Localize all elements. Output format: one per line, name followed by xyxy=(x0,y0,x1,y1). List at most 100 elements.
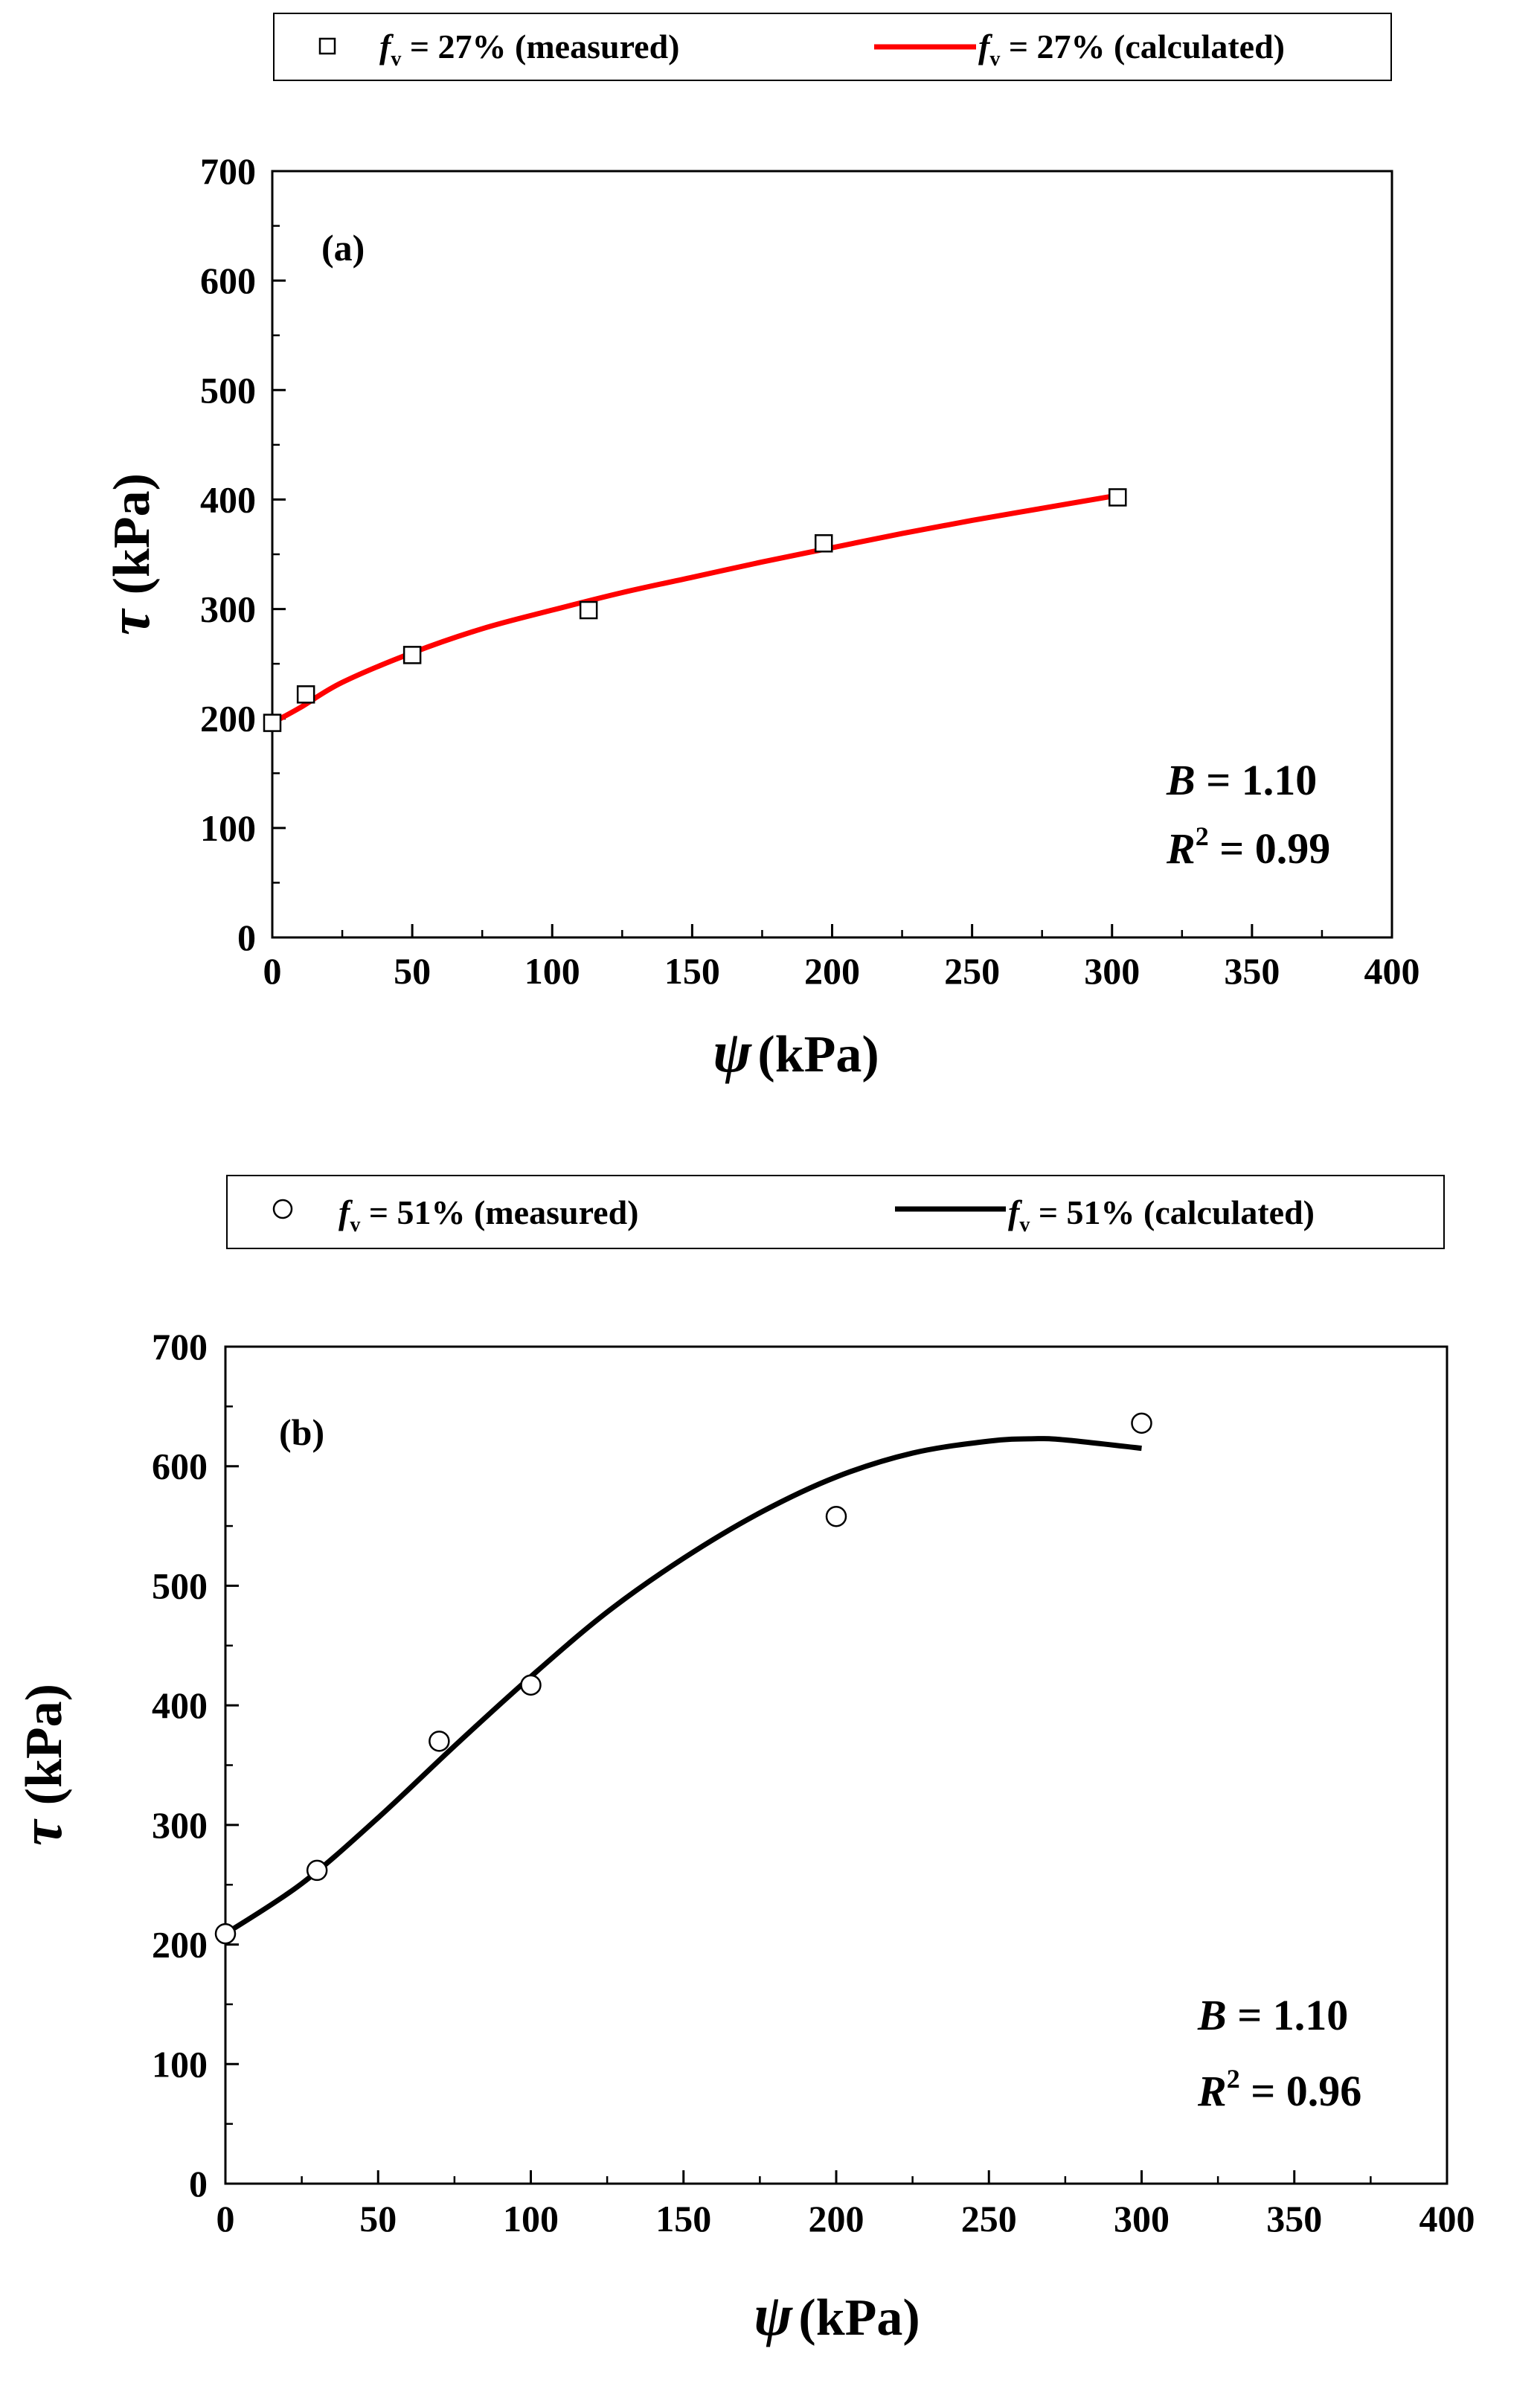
measured-point-b xyxy=(429,1731,450,1752)
x-tick-label-b: 250 xyxy=(961,2198,1017,2239)
legend-b-calculated: fv = 51% (calculated) xyxy=(1008,1193,1315,1237)
panel-b: fv = 51% (measured) fv = 51% (calculated… xyxy=(9,1175,1475,2347)
x-tick-label-a: 100 xyxy=(524,950,580,992)
x-tick-label-b: 400 xyxy=(1419,2198,1475,2239)
y-tick-label-a: 600 xyxy=(200,260,256,301)
y-tick-label-b: 100 xyxy=(152,2043,208,2085)
x-tick-label-a: 200 xyxy=(804,950,860,992)
y-tick-label-a: 0 xyxy=(237,917,256,958)
stat-b-b-label: B xyxy=(1197,1991,1227,2039)
x-tick-label-a: 250 xyxy=(944,950,1000,992)
legend-a-marker-square xyxy=(318,37,336,55)
panel-a: fv = 27% (measured) fv = 27% (calculated… xyxy=(97,13,1420,1084)
stat-r2-a-value: = 0.99 xyxy=(1209,824,1331,873)
x-tick-label-a: 0 xyxy=(263,950,282,992)
x-tick-label-b: 50 xyxy=(359,2198,397,2239)
x-tick-label-a: 150 xyxy=(664,950,720,992)
legend-b-box xyxy=(226,1175,1445,1249)
x-axis-symbol-a: ψ xyxy=(713,1019,752,1084)
legend-b-measured: fv = 51% (measured) xyxy=(339,1193,638,1237)
legend-b-measured-sub: v xyxy=(350,1213,360,1237)
x-tick-label-a: 50 xyxy=(394,950,431,992)
legend-a-measured-sub: v xyxy=(391,48,401,71)
stat-r2-b-sup: 2 xyxy=(1227,2064,1240,2094)
x-axis-label-b: ψ (kPa) xyxy=(754,2283,920,2347)
stat-b-b-value: = 1.10 xyxy=(1227,1991,1349,2039)
plot-frame-b xyxy=(224,1345,1448,2185)
plot-frame-a xyxy=(271,170,1393,939)
measured-point-a xyxy=(402,646,422,664)
x-axis-unit-a: (kPa) xyxy=(757,1026,879,1083)
stat-b-a-label: B xyxy=(1166,756,1196,804)
legend-a-calculated-sub: v xyxy=(989,48,1000,71)
legend-a-calculated-f: f xyxy=(978,28,993,65)
x-tick-label-b: 150 xyxy=(655,2198,711,2239)
panel-label-b: (b) xyxy=(279,1411,324,1453)
x-axis-symbol-b: ψ xyxy=(754,2283,793,2347)
x-tick-label-b: 0 xyxy=(216,2198,235,2239)
x-tick-label-a: 350 xyxy=(1224,950,1280,992)
legend-b-marker-circle xyxy=(272,1199,293,1219)
x-tick-label-b: 300 xyxy=(1114,2198,1170,2239)
y-axis-label-a: τ (kPa) xyxy=(97,473,161,635)
x-tick-label-b: 200 xyxy=(809,2198,864,2239)
y-axis-symbol-a: τ xyxy=(97,608,161,635)
measured-point-a xyxy=(1109,488,1127,507)
y-tick-label-a: 500 xyxy=(200,369,256,411)
legend-b: fv = 51% (measured) fv = 51% (calculated… xyxy=(226,1175,1445,1249)
y-tick-label-b: 400 xyxy=(152,1684,208,1726)
y-tick-label-b: 500 xyxy=(152,1565,208,1606)
measured-point-a xyxy=(296,685,315,704)
measured-point-b xyxy=(1131,1412,1152,1434)
legend-a-box xyxy=(273,13,1392,81)
measured-point-a xyxy=(579,600,598,620)
calculated-curve-a xyxy=(271,493,1113,725)
y-tick-label-b: 0 xyxy=(189,2163,208,2204)
y-tick-label-a: 300 xyxy=(200,589,256,630)
y-axis-label-b: τ (kPa) xyxy=(9,1684,74,1846)
x-tick-label-a: 300 xyxy=(1084,950,1140,992)
x-tick-label-b: 100 xyxy=(503,2198,559,2239)
legend-a-measured-f: f xyxy=(379,28,394,65)
measured-point-b xyxy=(825,1505,847,1527)
series-b xyxy=(214,1412,1152,1945)
y-tick-label-b: 300 xyxy=(152,1804,208,1846)
stat-r2-b-value: = 0.96 xyxy=(1240,2067,1362,2115)
x-axis-unit-b: (kPa) xyxy=(798,2289,920,2347)
x-tick-label-a: 400 xyxy=(1364,950,1420,992)
series-a xyxy=(263,488,1127,732)
measured-point-a xyxy=(814,534,833,553)
stat-r2-a-sup: 2 xyxy=(1196,821,1209,851)
legend-a-measured: fv = 27% (measured) xyxy=(379,28,679,71)
ticks-b: 0 50 100 150 200 250 300 350 400 0 100 200 300 400 500… xyxy=(152,1326,1475,2239)
y-axis-symbol-b: τ xyxy=(9,1818,74,1846)
stat-r2-b-label: R xyxy=(1197,2067,1227,2115)
y-tick-label-a: 100 xyxy=(200,807,256,849)
measured-point-b xyxy=(214,1923,237,1945)
legend-a-calculated-text: = 27% (calculated) xyxy=(1000,28,1285,65)
y-tick-label-b: 700 xyxy=(152,1326,208,1367)
y-tick-label-a: 700 xyxy=(200,150,256,192)
y-axis-unit-b: (kPa) xyxy=(16,1684,73,1805)
legend-b-calculated-f: f xyxy=(1008,1193,1023,1231)
y-tick-label-b: 200 xyxy=(152,1924,208,1966)
measured-point-a xyxy=(263,714,282,732)
x-tick-label-b: 350 xyxy=(1266,2198,1322,2239)
panel-label-a: (a) xyxy=(321,227,365,269)
y-tick-label-a: 200 xyxy=(200,698,256,740)
ticks-a: 0 50 100 150 200 250 300 350 400 0 100 200 300 400 500… xyxy=(200,150,1420,992)
legend-b-measured-text: = 51% (measured) xyxy=(360,1193,638,1231)
calculated-curve-b xyxy=(224,1436,1142,1937)
legend-b-calculated-text: = 51% (calculated) xyxy=(1030,1193,1315,1231)
legend-a-measured-text: = 27% (measured) xyxy=(401,28,679,65)
stat-b-a: B = 1.10 xyxy=(1166,756,1317,804)
y-axis-unit-a: (kPa) xyxy=(103,473,161,594)
y-tick-label-a: 400 xyxy=(200,478,256,520)
y-tick-label-b: 600 xyxy=(152,1446,208,1487)
legend-a-calculated: fv = 27% (calculated) xyxy=(978,28,1285,71)
legend-b-measured-f: f xyxy=(339,1193,353,1231)
legend-b-calculated-sub: v xyxy=(1019,1213,1030,1237)
measured-point-b xyxy=(306,1859,328,1882)
stat-b-a-value: = 1.10 xyxy=(1196,756,1318,804)
